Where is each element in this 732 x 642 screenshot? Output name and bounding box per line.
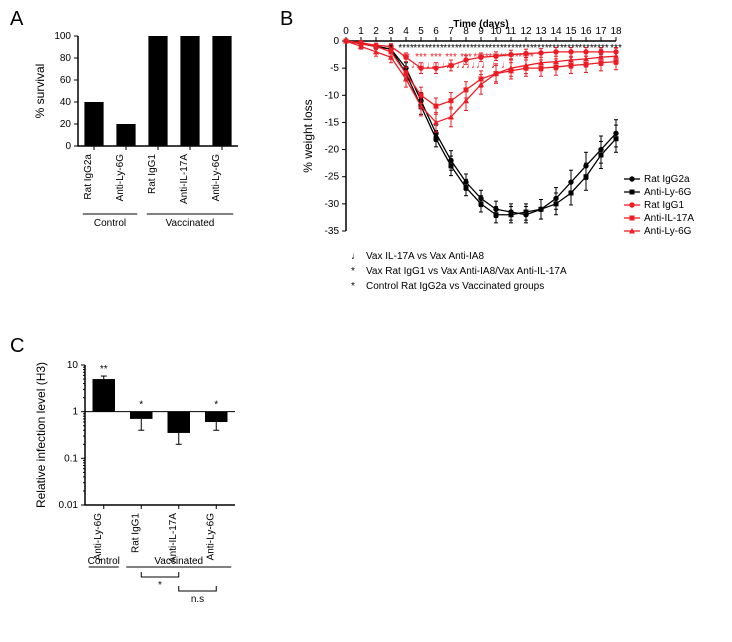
svg-text:15: 15 xyxy=(565,26,577,37)
svg-text:Rat IgG2a: Rat IgG2a xyxy=(644,174,690,185)
svg-text:1: 1 xyxy=(358,26,364,37)
panel-c-label: C xyxy=(10,335,24,358)
svg-text:8: 8 xyxy=(463,26,469,37)
svg-text:6: 6 xyxy=(433,26,439,37)
svg-text:Anti-Ly-6G: Anti-Ly-6G xyxy=(644,226,692,237)
svg-text:-30: -30 xyxy=(325,199,340,210)
svg-text:****: **** xyxy=(578,43,594,54)
svg-text:Anti-Ly-6G: Anti-Ly-6G xyxy=(644,187,692,198)
svg-text:****: **** xyxy=(518,52,534,63)
svg-text:Rat IgG1: Rat IgG1 xyxy=(130,513,141,553)
panel-b-chart: Time (days)01234567891011121314151617180… xyxy=(300,15,720,335)
svg-text:10: 10 xyxy=(490,26,502,37)
svg-text:80: 80 xyxy=(60,53,72,64)
svg-text:Anti-Ly-6G: Anti-Ly-6G xyxy=(211,154,222,202)
svg-text:10: 10 xyxy=(67,360,79,371)
svg-text:3: 3 xyxy=(388,26,394,37)
svg-text:% weight loss: % weight loss xyxy=(301,99,315,172)
panel-a-chart: 0 20 40 60 80 100 % survival Rat IgG2a Anti-Ly-6… xyxy=(30,28,265,258)
svg-text:11: 11 xyxy=(506,26,517,37)
svg-text:Relative infection level (H3): Relative infection level (H3) xyxy=(34,362,48,508)
svg-text:Control: Control xyxy=(94,218,126,229)
svg-text:1: 1 xyxy=(72,407,78,418)
svg-text:13: 13 xyxy=(535,26,547,37)
svg-text:9: 9 xyxy=(478,26,484,37)
svg-text:n.s: n.s xyxy=(191,594,204,605)
svg-text:20: 20 xyxy=(60,119,72,130)
svg-text:Rat IgG2a: Rat IgG2a xyxy=(83,154,94,200)
svg-text:2: 2 xyxy=(373,26,379,37)
panel-c-chart: 0.01 0.1 1 10 Relative infection level (H3) *… xyxy=(30,355,290,625)
svg-text:*: * xyxy=(351,266,355,277)
svg-text:0.1: 0.1 xyxy=(64,453,78,464)
svg-text:Anti-Ly-6G: Anti-Ly-6G xyxy=(115,154,126,202)
svg-text:Vaccinated: Vaccinated xyxy=(154,556,203,567)
svg-text:-25: -25 xyxy=(325,172,340,183)
svg-text:Control Rat IgG2a vs Vaccinate: Control Rat IgG2a vs Vaccinated groups xyxy=(366,281,544,292)
svg-text:***: *** xyxy=(610,43,622,54)
svg-text:*: * xyxy=(351,281,355,292)
svg-text:-10: -10 xyxy=(325,90,340,101)
svg-text:**: ** xyxy=(100,364,108,375)
svg-text:0: 0 xyxy=(65,141,71,152)
svg-text:17: 17 xyxy=(595,26,607,37)
svg-text:****: **** xyxy=(533,43,549,54)
svg-text:0: 0 xyxy=(343,26,349,37)
svg-text:*: * xyxy=(139,400,143,411)
svg-text:100: 100 xyxy=(54,31,71,42)
svg-text:18: 18 xyxy=(610,26,622,37)
svg-text:5: 5 xyxy=(418,26,424,37)
svg-text:****: **** xyxy=(548,43,564,54)
svg-text:*: * xyxy=(214,400,218,411)
svg-text:12: 12 xyxy=(520,26,532,37)
svg-text:7: 7 xyxy=(448,26,454,37)
svg-text:% survival: % survival xyxy=(33,64,47,119)
svg-text:-20: -20 xyxy=(325,145,340,156)
svg-text:-5: -5 xyxy=(330,63,339,74)
svg-text:****: **** xyxy=(593,43,609,54)
svg-text:Anti-IL-17A: Anti-IL-17A xyxy=(179,154,190,204)
svg-text:60: 60 xyxy=(60,75,72,86)
svg-text:♩: ♩ xyxy=(351,251,361,262)
svg-text:16: 16 xyxy=(580,26,592,37)
svg-text:14: 14 xyxy=(550,26,562,37)
svg-text:0: 0 xyxy=(333,36,339,47)
svg-text:Rat IgG1: Rat IgG1 xyxy=(147,154,158,194)
svg-text:Vax Rat IgG1 vs Vax Anti-IA8/V: Vax Rat IgG1 vs Vax Anti-IA8/Vax Anti-IL… xyxy=(366,266,567,277)
svg-text:*: * xyxy=(158,580,162,591)
svg-text:0.01: 0.01 xyxy=(59,500,79,511)
svg-text:Anti-IL-17A: Anti-IL-17A xyxy=(644,213,694,224)
svg-text:Vax IL-17A vs Vax Anti-IA8: Vax IL-17A vs Vax Anti-IA8 xyxy=(366,251,484,262)
panel-b-label: B xyxy=(280,8,293,31)
panel-a-label: A xyxy=(10,8,23,31)
svg-text:4: 4 xyxy=(403,26,409,37)
svg-text:40: 40 xyxy=(60,97,72,108)
svg-text:Rat IgG1: Rat IgG1 xyxy=(644,200,684,211)
svg-text:-35: -35 xyxy=(325,226,340,237)
svg-text:-15: -15 xyxy=(325,117,340,128)
svg-text:*: * xyxy=(389,43,393,54)
svg-text:Control: Control xyxy=(88,556,120,567)
svg-text:Vaccinated: Vaccinated xyxy=(166,218,215,229)
svg-text:Anti-Ly-6G: Anti-Ly-6G xyxy=(93,513,104,561)
svg-text:♩♩♩: ♩♩♩ xyxy=(481,60,511,71)
svg-text:**: ** xyxy=(402,52,410,63)
svg-text:Anti-Ly-6G: Anti-Ly-6G xyxy=(205,513,216,561)
svg-text:****: **** xyxy=(563,43,579,54)
